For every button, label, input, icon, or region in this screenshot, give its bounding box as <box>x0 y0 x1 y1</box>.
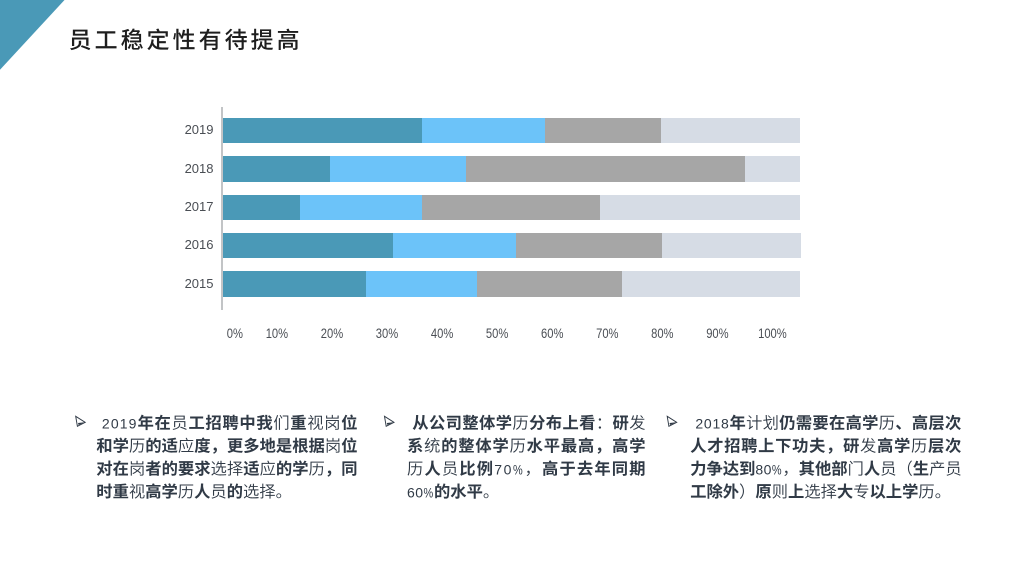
svg-text:70: 70 <box>494 461 513 477</box>
svg-text:30%: 30% <box>376 326 398 341</box>
svg-text:100%: 100% <box>758 326 787 341</box>
svg-text:70%: 70% <box>596 326 618 341</box>
svg-text:80%: 80% <box>651 326 673 341</box>
svg-text:2019: 2019 <box>102 416 138 432</box>
svg-text:90%: 90% <box>706 326 728 341</box>
svg-text:%: % <box>424 485 434 501</box>
svg-text:2018: 2018 <box>695 416 729 432</box>
svg-text:50%: 50% <box>486 326 508 341</box>
svg-text:%: % <box>513 462 523 478</box>
svg-text:80: 80 <box>755 461 772 477</box>
svg-text:0%: 0% <box>227 326 243 341</box>
svg-text:40%: 40% <box>431 326 453 341</box>
svg-text:10%: 10% <box>266 326 288 341</box>
svg-text:20%: 20% <box>321 326 343 341</box>
svg-text:%: % <box>772 462 782 478</box>
svg-text:60: 60 <box>407 484 424 500</box>
svg-text:60%: 60% <box>541 326 563 341</box>
